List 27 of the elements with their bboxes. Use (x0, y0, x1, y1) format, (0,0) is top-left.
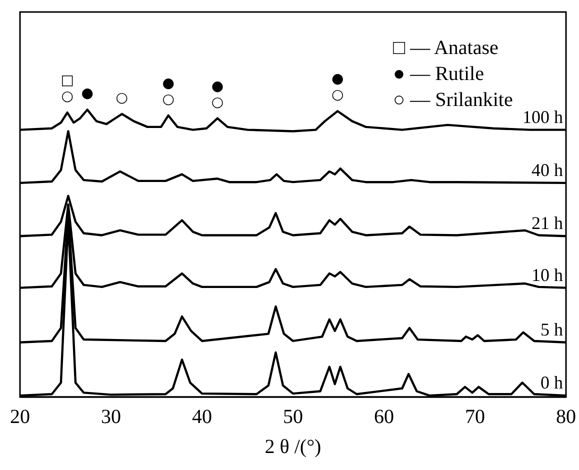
annotation: ● (162, 75, 174, 92)
annotation: □ (60, 72, 74, 89)
x-tick-label: 40 (192, 406, 212, 428)
annotation: ○ (162, 91, 174, 108)
series-label: 100 h (522, 106, 563, 127)
x-tick-label: 80 (556, 406, 576, 428)
annotation: ○ (116, 90, 128, 106)
series-label: 5 h (540, 319, 563, 340)
annotation: ● (81, 86, 94, 102)
x-tick-label: 60 (374, 406, 394, 428)
text: ● — Rutile (393, 63, 484, 85)
x-tick-label: 30 (101, 406, 121, 428)
annotation: ● (211, 78, 224, 94)
annotation: ● (331, 71, 344, 88)
series-label: 10 h (532, 264, 563, 285)
x-axis-title: 2 θ /(°) (264, 436, 322, 458)
annotation: ○ (331, 87, 344, 104)
text: □ — Anatase (393, 37, 499, 59)
x-tick-label: 70 (465, 406, 485, 428)
x-tick-label: 50 (283, 406, 303, 428)
annotation: ○ (61, 88, 74, 105)
x-tick-label: 20 (10, 406, 30, 428)
series-label: 0 h (540, 372, 563, 393)
annotation: ○ — Srilankite (393, 89, 513, 111)
annotation: ○ (211, 94, 224, 110)
series-label: 40 h (532, 160, 563, 180)
series-label: 21 h (532, 213, 563, 234)
